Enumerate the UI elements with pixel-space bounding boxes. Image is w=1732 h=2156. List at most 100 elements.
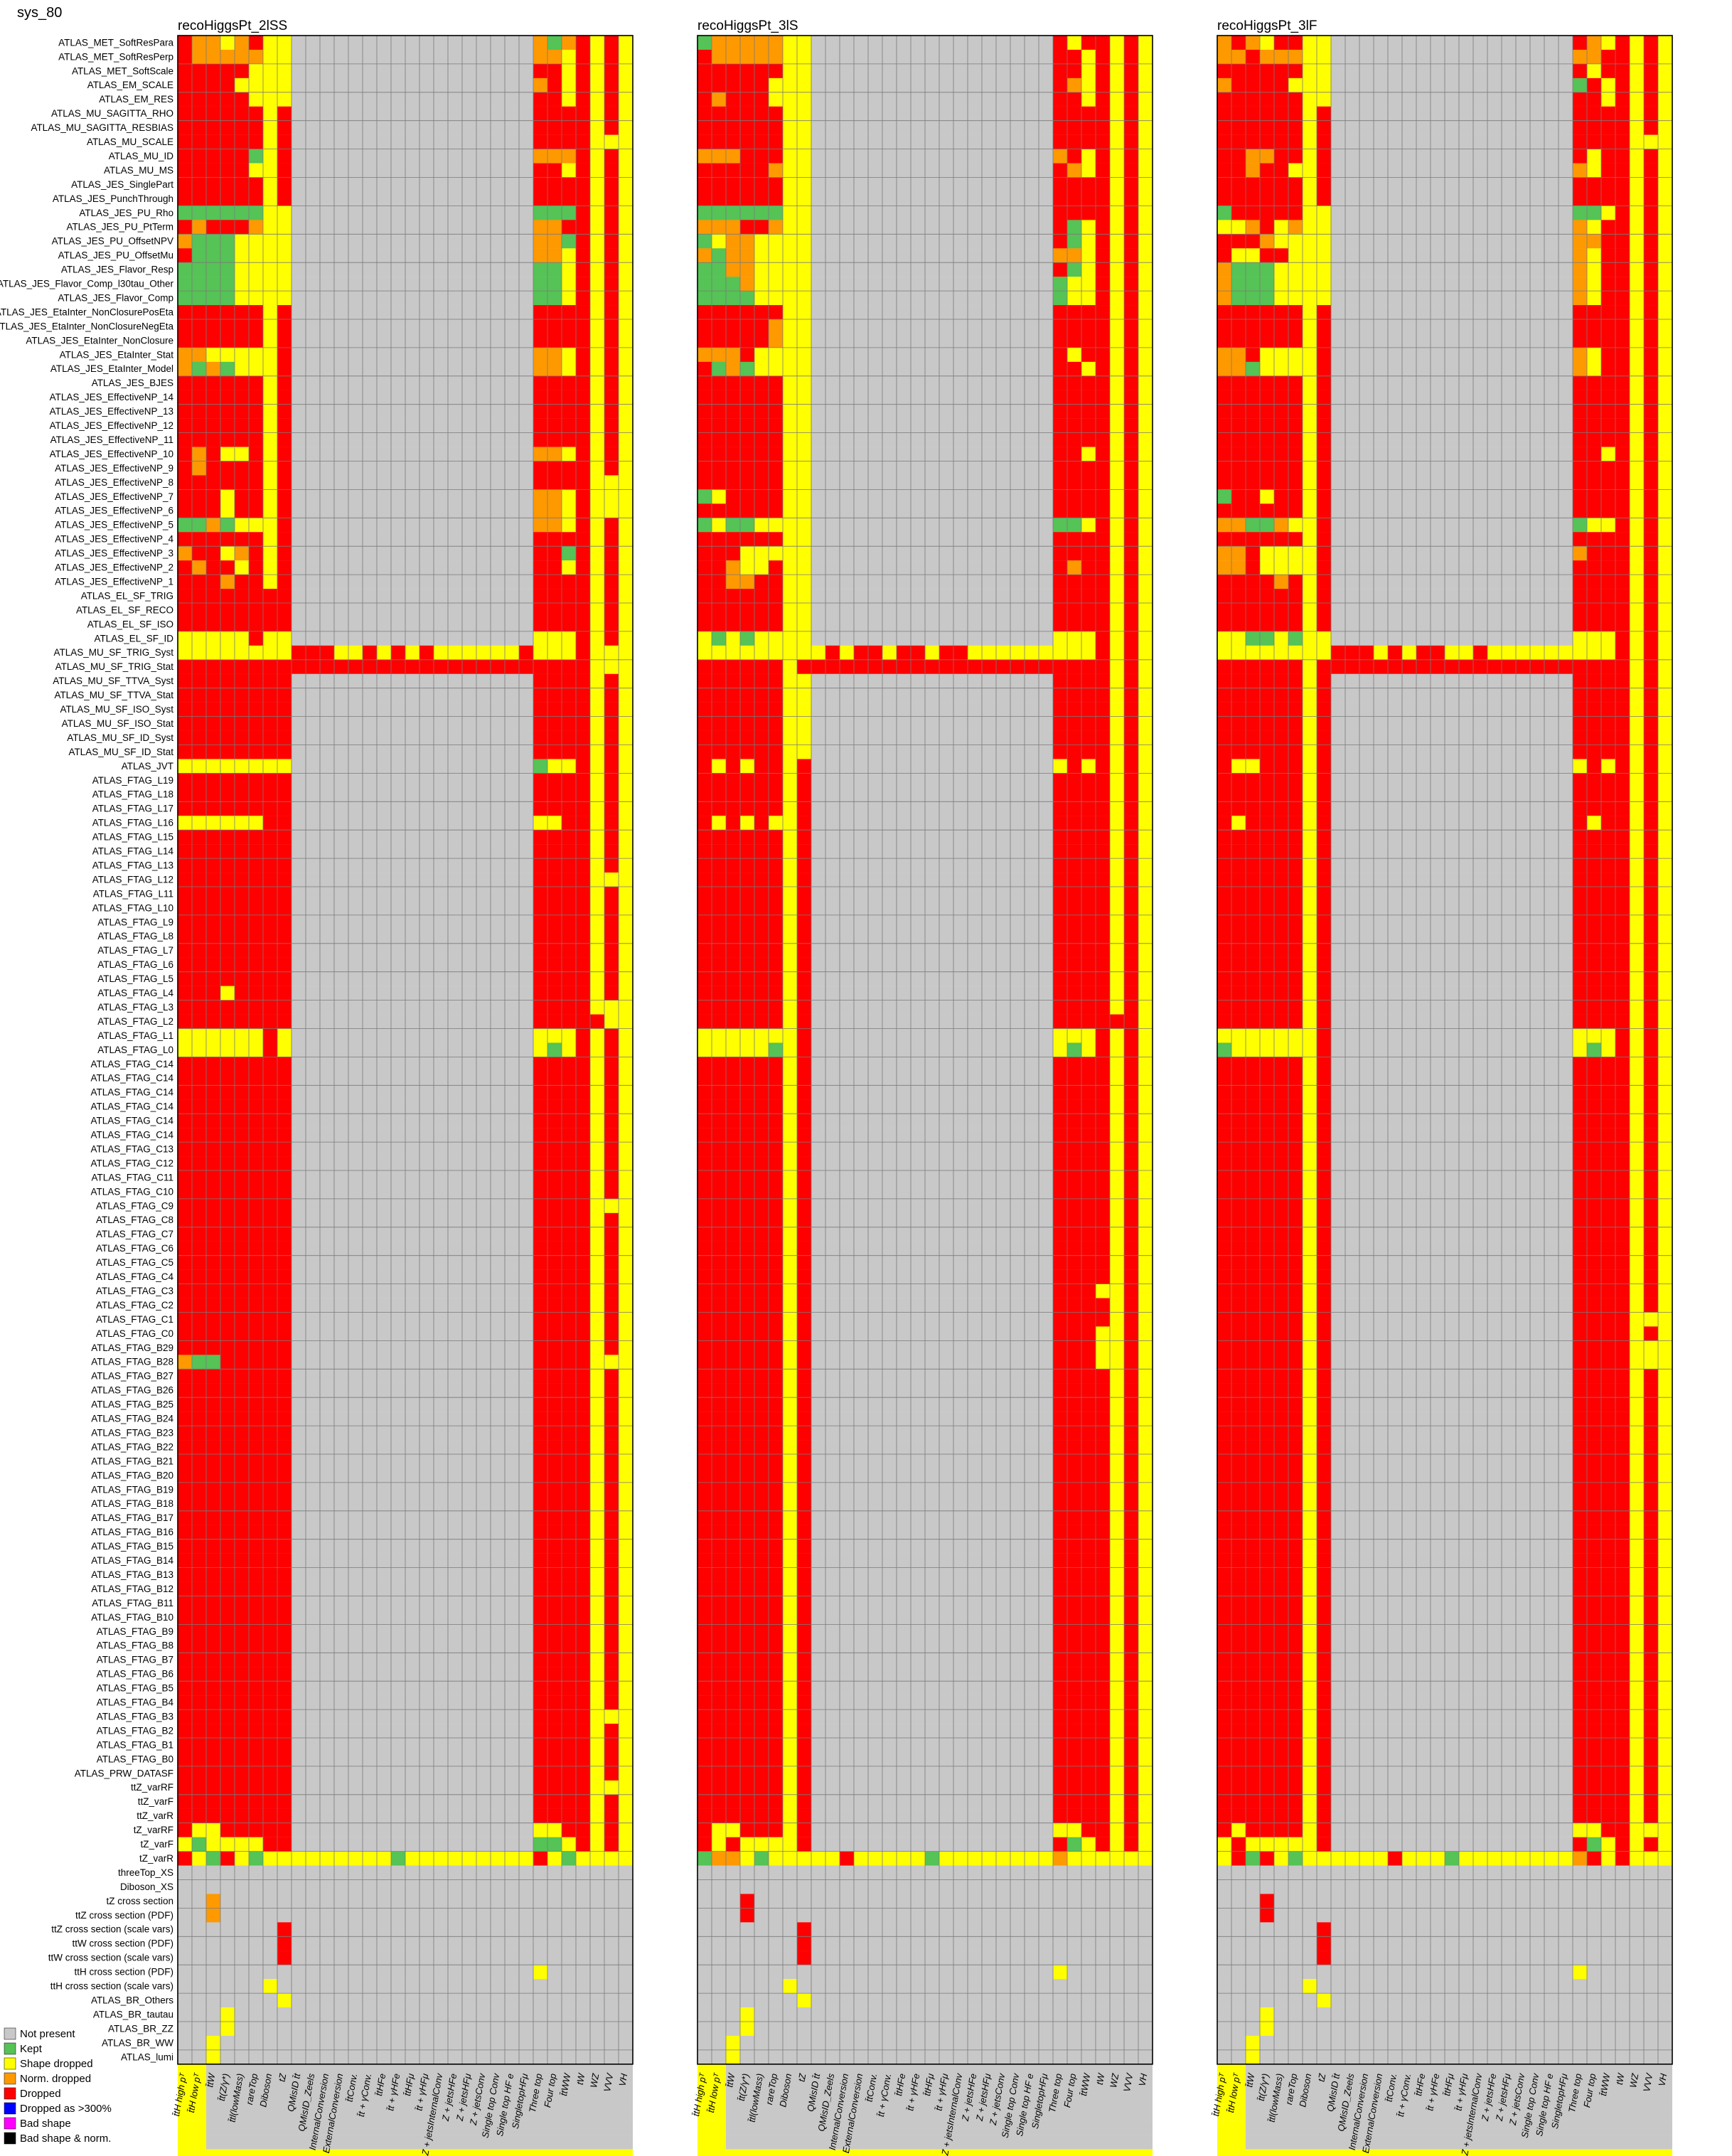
heatmap-cell xyxy=(576,645,590,660)
heatmap-cell xyxy=(306,49,320,65)
heatmap-cell xyxy=(533,943,547,958)
heatmap-cell xyxy=(519,489,533,504)
heatmap-cell xyxy=(391,1198,405,1214)
heatmap-cell xyxy=(434,1780,448,1795)
heatmap-cell xyxy=(576,1397,590,1412)
heatmap-cell xyxy=(320,163,334,178)
heatmap-cell xyxy=(590,560,604,575)
heatmap-cell xyxy=(604,432,619,447)
heatmap-cell xyxy=(249,1979,263,1994)
heatmap-cell xyxy=(519,1298,533,1313)
heatmap-cell xyxy=(277,1255,292,1270)
heatmap-cell xyxy=(576,1085,590,1100)
heatmap-cell xyxy=(178,872,192,887)
heatmap-cell xyxy=(576,532,590,547)
heatmap-cell xyxy=(448,673,462,688)
heatmap-cell xyxy=(519,1553,533,1568)
heatmap-cell xyxy=(292,2007,306,2022)
heatmap-cell xyxy=(192,1738,206,1753)
heatmap-cell xyxy=(462,1667,476,1682)
heatmap-cell xyxy=(505,404,519,419)
heatmap-cell xyxy=(277,1298,292,1313)
heatmap-cell xyxy=(178,1851,192,1866)
heatmap-cell xyxy=(377,589,391,604)
heatmap-cell xyxy=(235,78,249,92)
heatmap-cell xyxy=(220,92,235,107)
heatmap-cell xyxy=(334,914,348,930)
heatmap-cell xyxy=(476,404,491,419)
heatmap-cell xyxy=(462,1596,476,1611)
heatmap-cell xyxy=(306,390,320,405)
heatmap-cell xyxy=(533,418,547,433)
heatmap-cell xyxy=(562,49,576,65)
heatmap-cell xyxy=(448,745,462,759)
heatmap-cell xyxy=(235,745,249,759)
heatmap-cell xyxy=(235,1184,249,1200)
heatmap-cell xyxy=(434,92,448,107)
heatmap-cell xyxy=(292,830,306,845)
heatmap-cell xyxy=(334,1766,348,1781)
heatmap-cell xyxy=(405,560,419,575)
heatmap-cell xyxy=(320,929,334,944)
heatmap-cell xyxy=(235,603,249,618)
heatmap-cell xyxy=(547,943,562,958)
heatmap-cell xyxy=(178,319,192,334)
heatmap-cell xyxy=(192,447,206,461)
heatmap-cell xyxy=(562,929,576,944)
heatmap-cell xyxy=(235,1496,249,1511)
heatmap-cell xyxy=(249,1128,263,1143)
systematic-label: tZ_varR xyxy=(139,1853,173,1864)
heatmap-cell xyxy=(192,418,206,433)
heatmap-cell xyxy=(348,1014,363,1029)
heatmap-cell xyxy=(348,532,363,547)
heatmap-cell xyxy=(519,1865,533,1880)
heatmap-cell xyxy=(277,1496,292,1511)
heatmap-cell xyxy=(619,1142,633,1157)
heatmap-cell xyxy=(348,914,363,930)
heatmap-cell xyxy=(562,957,576,972)
heatmap-cell xyxy=(462,475,476,490)
heatmap-cell xyxy=(263,1184,277,1200)
heatmap-cell xyxy=(334,2120,348,2135)
heatmap-cell xyxy=(206,333,220,348)
heatmap-cell xyxy=(377,1440,391,1455)
heatmap-cell xyxy=(277,518,292,533)
heatmap-cell xyxy=(192,92,206,107)
heatmap-cell xyxy=(277,1369,292,1384)
heatmap-cell xyxy=(562,2092,576,2107)
heatmap-cell xyxy=(192,872,206,887)
heatmap-cell xyxy=(334,1028,348,1043)
heatmap-cell xyxy=(348,858,363,873)
systematic-label: ttZ_varR xyxy=(137,1810,173,1821)
heatmap-cell xyxy=(619,36,633,50)
heatmap-cell xyxy=(448,1496,462,1511)
heatmap-cell xyxy=(306,957,320,972)
heatmap-cell xyxy=(419,1667,434,1682)
heatmap-cell xyxy=(476,872,491,887)
heatmap-cell xyxy=(377,1099,391,1114)
heatmap-cell xyxy=(235,489,249,504)
heatmap-cell xyxy=(377,1454,391,1469)
heatmap-cell xyxy=(377,787,391,802)
heatmap-cell xyxy=(235,532,249,547)
heatmap-cell xyxy=(448,1397,462,1412)
heatmap-cell xyxy=(178,1369,192,1384)
heatmap-cell xyxy=(434,1227,448,1242)
heatmap-cell xyxy=(405,971,419,986)
heatmap-cell xyxy=(235,816,249,831)
heatmap-cell xyxy=(263,844,277,859)
heatmap-cell xyxy=(277,617,292,632)
heatmap-cell xyxy=(263,206,277,220)
heatmap-cell xyxy=(220,447,235,461)
heatmap-cell xyxy=(348,2035,363,2051)
heatmap-cell xyxy=(220,319,235,334)
heatmap-cell xyxy=(206,830,220,845)
heatmap-cell xyxy=(391,1553,405,1568)
heatmap-cell xyxy=(348,1114,363,1128)
heatmap-cell xyxy=(348,63,363,79)
heatmap-cell xyxy=(576,1610,590,1625)
heatmap-cell xyxy=(419,1936,434,1951)
heatmap-cell xyxy=(576,1114,590,1128)
systematic-label: ATLAS_FTAG_B13 xyxy=(91,1569,173,1580)
heatmap-cell xyxy=(491,461,505,476)
